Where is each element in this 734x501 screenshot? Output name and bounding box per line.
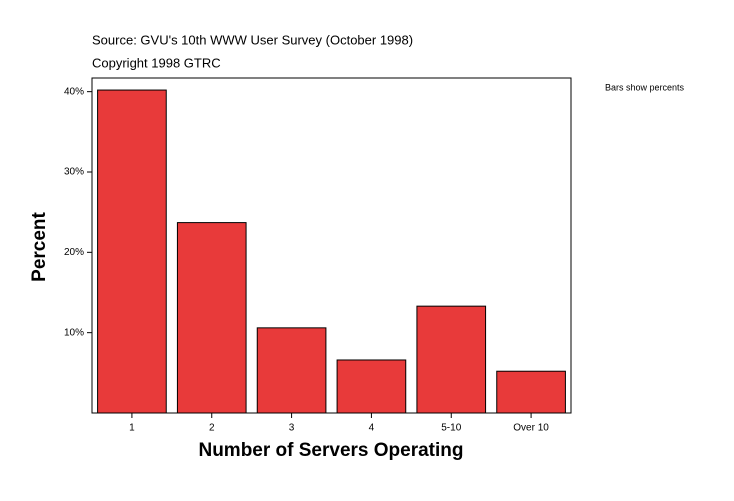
x-tick-label: Over 10 bbox=[513, 423, 549, 434]
x-tick-label: 2 bbox=[209, 423, 215, 434]
x-tick-label: 3 bbox=[289, 423, 295, 434]
source: Source: GVU's 10th WWW User Survey (Octo… bbox=[92, 32, 413, 47]
bar bbox=[176, 222, 247, 414]
copyright: Copyright 1998 GTRC bbox=[92, 55, 221, 70]
bar bbox=[256, 327, 327, 414]
x-axis-label: Number of Servers Operating bbox=[198, 440, 463, 461]
bar bbox=[97, 89, 167, 414]
x-tick-label: 5-10 bbox=[441, 423, 461, 434]
bar bbox=[496, 370, 566, 414]
y-tick-label: 30% bbox=[64, 167, 84, 178]
y-tick-label: 40% bbox=[64, 86, 84, 97]
x-tick-label: 1 bbox=[129, 423, 135, 434]
bar bbox=[336, 359, 407, 414]
y-tick-label: 10% bbox=[64, 327, 84, 338]
y-axis-label: Percent bbox=[29, 211, 50, 281]
y-tick-label: 20% bbox=[64, 247, 84, 258]
plot-frame bbox=[91, 77, 572, 414]
x-tick-label: 4 bbox=[369, 423, 375, 434]
bar bbox=[416, 305, 487, 414]
note: Bars show percents bbox=[605, 82, 685, 92]
